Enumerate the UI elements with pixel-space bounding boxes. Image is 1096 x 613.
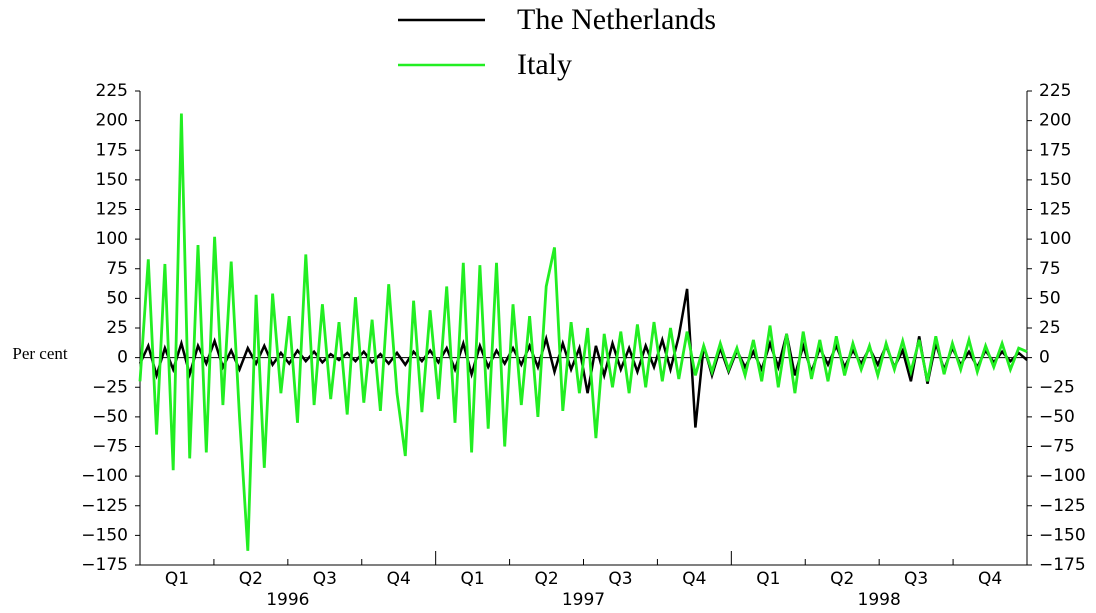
y-tick-label-left: −125	[81, 496, 128, 516]
y-tick-label-right: −125	[1039, 496, 1086, 516]
y-tick-label-right: 100	[1039, 229, 1071, 249]
y-tick-label-left: 0	[117, 348, 128, 368]
x-quarter-label: Q4	[682, 569, 706, 589]
y-tick-label-right: −25	[1039, 377, 1075, 397]
y-tick-label-right: 50	[1039, 288, 1061, 308]
y-tick-label-left: −25	[92, 377, 128, 397]
y-tick-label-right: 0	[1039, 348, 1050, 368]
y-tick-label-right: 225	[1039, 81, 1071, 101]
y-tick-label-left: −100	[81, 466, 128, 486]
y-tick-label-left: 50	[106, 288, 128, 308]
y-tick-label-right: −175	[1039, 555, 1086, 575]
x-quarter-label: Q4	[978, 569, 1002, 589]
y-tick-label-right: 200	[1039, 111, 1071, 131]
y-tick-label-right: 25	[1039, 318, 1061, 338]
y-axis-label: Per cent	[12, 344, 68, 363]
x-year-label: 1996	[266, 590, 309, 610]
y-tick-label-left: 25	[106, 318, 128, 338]
y-tick-label-right: 175	[1039, 140, 1071, 160]
y-tick-label-left: 100	[96, 229, 128, 249]
y-tick-label-left: 225	[96, 81, 128, 101]
x-quarter-label: Q2	[534, 569, 558, 589]
x-quarter-label: Q3	[904, 569, 928, 589]
series-line	[138, 113, 1028, 551]
y-tick-label-left: −175	[81, 555, 128, 575]
y-tick-label-right: −75	[1039, 437, 1075, 457]
y-tick-label-left: −75	[92, 437, 128, 457]
x-year-label: 1998	[858, 590, 901, 610]
legend-label: The Netherlands	[517, 3, 716, 36]
y-tick-label-right: 75	[1039, 259, 1061, 279]
y-tick-label-right: −150	[1039, 525, 1086, 545]
x-quarter-label: Q1	[461, 569, 485, 589]
y-tick-label-left: 75	[106, 259, 128, 279]
y-tick-label-left: −50	[92, 407, 128, 427]
y-tick-label-right: 125	[1039, 200, 1071, 220]
x-quarter-label: Q3	[313, 569, 337, 589]
y-tick-label-left: 150	[96, 170, 128, 190]
y-tick-label-left: −150	[81, 525, 128, 545]
x-quarter-label: Q2	[239, 569, 263, 589]
y-tick-label-right: 150	[1039, 170, 1071, 190]
y-tick-label-right: −50	[1039, 407, 1075, 427]
legend-label: Italy	[517, 48, 572, 81]
x-quarter-label: Q1	[756, 569, 780, 589]
y-tick-label-left: 175	[96, 140, 128, 160]
x-year-label: 1997	[562, 590, 605, 610]
y-tick-label-left: 200	[96, 111, 128, 131]
x-quarter-label: Q1	[165, 569, 189, 589]
x-quarter-label: Q2	[830, 569, 854, 589]
y-tick-label-left: 125	[96, 200, 128, 220]
x-quarter-label: Q3	[608, 569, 632, 589]
y-tick-label-right: −100	[1039, 466, 1086, 486]
x-quarter-label: Q4	[387, 569, 411, 589]
